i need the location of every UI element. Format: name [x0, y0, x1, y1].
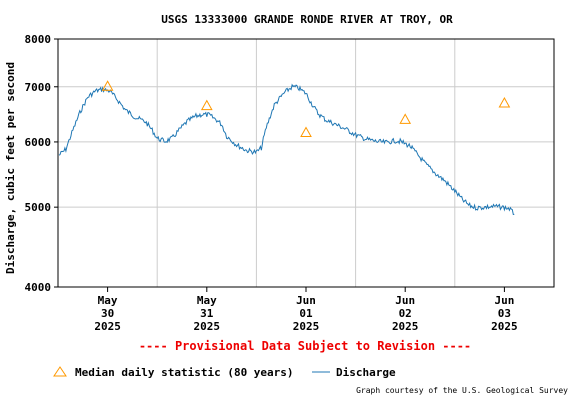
- x-tick-label: 2025: [194, 320, 221, 333]
- x-tick-label: May: [197, 294, 217, 307]
- median-point: [300, 126, 312, 138]
- x-tick-label: 2025: [293, 320, 320, 333]
- y-tick-label: 7000: [25, 81, 52, 94]
- y-axis: 8000 7000 6000 5000 4000: [25, 33, 58, 294]
- median-point: [200, 99, 213, 111]
- legend: Median daily statistic (80 years) Discha…: [53, 366, 396, 379]
- x-tick-label: 2025: [94, 320, 121, 333]
- y-tick-label: 6000: [25, 136, 52, 149]
- median-point: [498, 96, 511, 108]
- x-tick-label: 2025: [491, 320, 518, 333]
- median-point: [399, 113, 412, 124]
- y-tick-label: 5000: [25, 201, 52, 214]
- legend-discharge-label: Discharge: [336, 366, 396, 379]
- x-tick-label: Jun: [395, 294, 415, 307]
- legend-median-label: Median daily statistic (80 years): [75, 366, 294, 379]
- x-tick-label: Jun: [494, 294, 514, 307]
- x-tick-label: 30: [101, 307, 114, 320]
- grid-lines: [58, 39, 554, 287]
- y-tick-label: 8000: [25, 33, 52, 46]
- chart-title: USGS 13333000 GRANDE RONDE RIVER AT TROY…: [161, 13, 453, 26]
- x-tick-label: 2025: [392, 320, 419, 333]
- x-tick-label: 01: [299, 307, 313, 320]
- legend-median-triangle-icon: [53, 366, 67, 377]
- data-series: [58, 80, 515, 216]
- median-point: [101, 80, 114, 91]
- y-axis-label: Discharge, cubic feet per second: [4, 62, 17, 274]
- x-tick-label: May: [98, 294, 118, 307]
- x-tick-label: Jun: [296, 294, 316, 307]
- x-tick-label: 02: [399, 307, 412, 320]
- x-axis: May302025May312025Jun012025Jun022025Jun0…: [94, 287, 518, 333]
- credit-text: Graph courtesy of the U.S. Geological Su…: [356, 386, 568, 395]
- y-tick-label: 4000: [25, 281, 52, 294]
- x-tick-label: 31: [200, 307, 214, 320]
- discharge-line: [58, 83, 515, 216]
- provisional-notice: ---- Provisional Data Subject to Revisio…: [139, 339, 471, 353]
- x-tick-label: 03: [498, 307, 511, 320]
